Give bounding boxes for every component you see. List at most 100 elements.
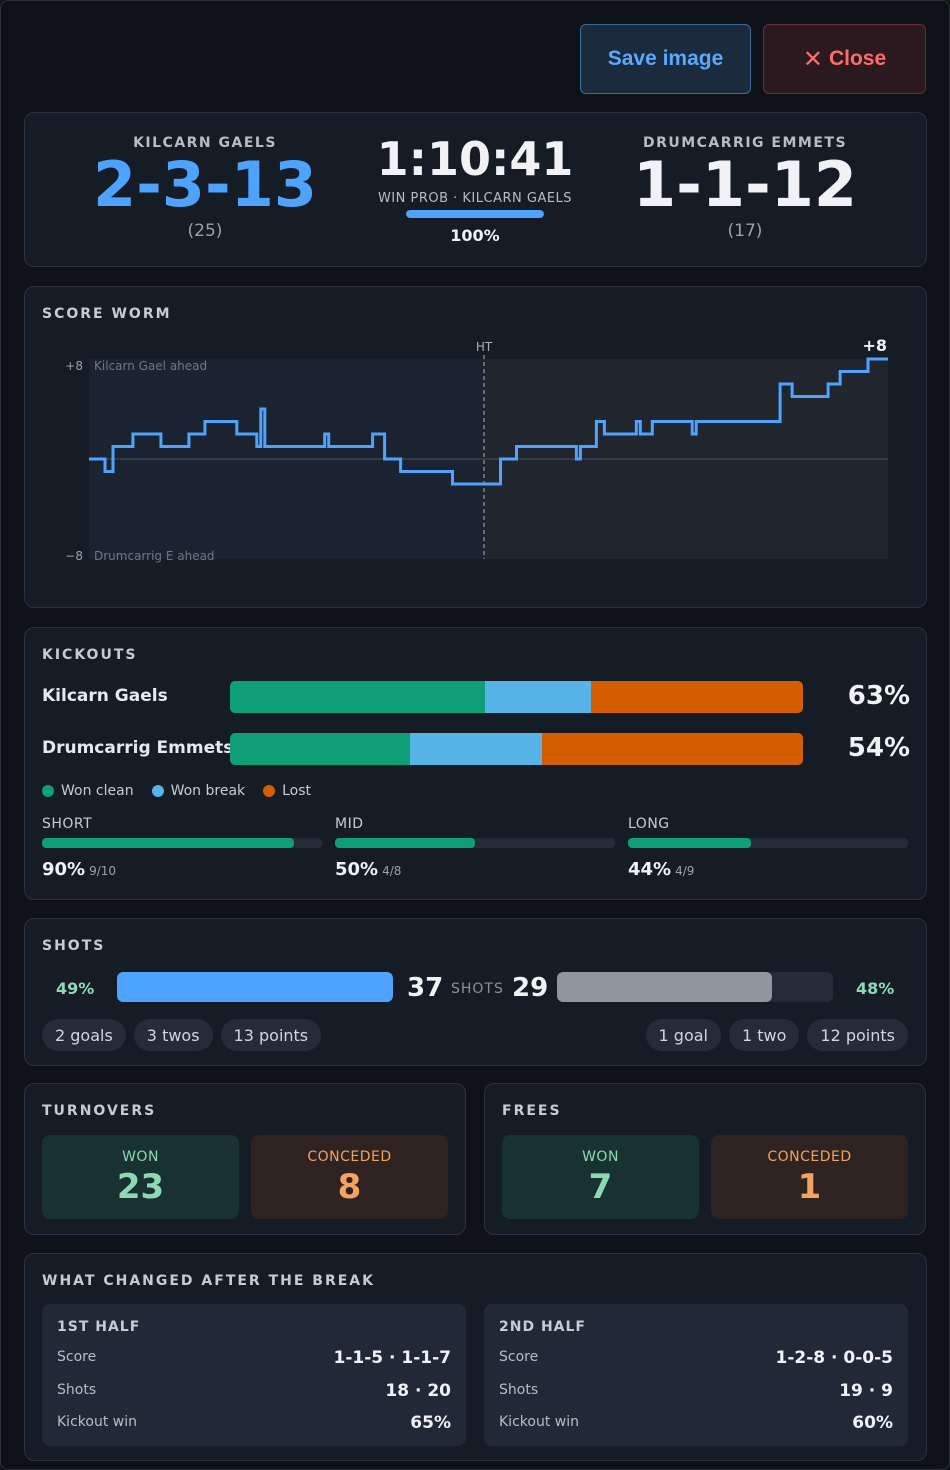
half-row-label: Kickout win bbox=[499, 1414, 579, 1430]
worm-final-margin: +8 bbox=[862, 336, 887, 355]
away-team-total: (17) bbox=[727, 221, 763, 241]
length-value: 44% 4/9 bbox=[628, 859, 908, 880]
kickout-row-away: Drumcarrig Emmets 54% bbox=[42, 733, 912, 765]
won-clean-segment bbox=[230, 681, 485, 713]
close-button[interactable]: ✕ Close bbox=[763, 24, 926, 94]
first-half-box: 1ST HALF Score 1-1-5 · 1-1-7 Shots 18 · 20… bbox=[42, 1304, 466, 1446]
home-shot-fill bbox=[117, 972, 393, 1002]
half-row-value: 18 · 20 bbox=[385, 1381, 451, 1401]
legend-item: Won break bbox=[151, 783, 245, 799]
kickout-length-mid: MID 50% 4/8 bbox=[335, 816, 615, 880]
home-team: KILCARN GAELS 2-3-13 (25) bbox=[55, 135, 355, 241]
worm-top-caption: Kilcarn Gael ahead bbox=[94, 359, 207, 373]
halves-title: WHAT CHANGED AFTER THE BREAK bbox=[42, 1273, 375, 1289]
length-label: LONG bbox=[628, 816, 670, 832]
worm-bottom-value: −8 bbox=[65, 549, 83, 563]
length-track bbox=[628, 838, 908, 848]
length-fill bbox=[335, 838, 475, 848]
kickout-win-pct: 54% bbox=[847, 733, 910, 763]
half-row-value: 19 · 9 bbox=[839, 1381, 893, 1401]
score-worm-card: SCORE WORM HT +8 Kilcarn Gael ahead −8 D… bbox=[24, 286, 927, 608]
legend-item: Won clean bbox=[42, 783, 134, 799]
away-shot-bar bbox=[557, 972, 833, 1002]
tile-label: CONCEDED bbox=[767, 1149, 852, 1165]
kickout-legend: Won clean Won break Lost bbox=[42, 783, 311, 799]
away-shot-chips: 1 goal 1 two 12 points bbox=[645, 1019, 908, 1051]
win-prob-fill bbox=[406, 210, 544, 218]
home-team-name: KILCARN GAELS bbox=[133, 135, 277, 151]
tile-value: 8 bbox=[337, 1167, 362, 1207]
length-fill bbox=[42, 838, 294, 848]
kickouts-card: KICKOUTS Kilcarn Gaels 63% Drumcarrig Em… bbox=[24, 627, 927, 900]
away-shot-fill bbox=[557, 972, 773, 1002]
kickouts-title: KICKOUTS bbox=[42, 647, 138, 663]
tile-value: 1 bbox=[797, 1167, 822, 1207]
away-team-score: 1-1-12 bbox=[632, 148, 858, 221]
legend-label: Lost bbox=[282, 783, 312, 799]
length-fill bbox=[628, 838, 752, 848]
length-label: SHORT bbox=[42, 816, 93, 832]
score-worm-title: SCORE WORM bbox=[42, 306, 172, 322]
won-break-segment bbox=[484, 681, 591, 713]
half-row-label: Shots bbox=[57, 1382, 97, 1398]
length-detail: 4/9 bbox=[675, 864, 695, 878]
scoreboard: KILCARN GAELS 2-3-13 (25) 1:10:41 WIN PR… bbox=[24, 112, 927, 267]
tile-label: CONCEDED bbox=[307, 1149, 392, 1165]
home-shot-count: 37 bbox=[407, 973, 444, 1003]
win-prob-bar bbox=[406, 210, 544, 218]
lost-segment bbox=[590, 681, 803, 713]
half-row-label: Score bbox=[57, 1349, 97, 1365]
away-shot-pct: 48% bbox=[856, 979, 895, 998]
half-row-value: 65% bbox=[410, 1413, 451, 1433]
half-title: 1ST HALF bbox=[57, 1319, 141, 1335]
halftime-label: HT bbox=[476, 340, 493, 354]
half-row: Shots 18 · 20 bbox=[57, 1381, 451, 1401]
half-row-value: 60% bbox=[852, 1413, 893, 1433]
kickout-team-name: Drumcarrig Emmets bbox=[42, 738, 234, 758]
match-clock: 1:10:41 bbox=[376, 132, 574, 186]
shots-title: SHOTS bbox=[42, 938, 106, 954]
half-row: Shots 19 · 9 bbox=[499, 1381, 893, 1401]
tile-value: 7 bbox=[588, 1167, 613, 1207]
turnovers-title: TURNOVERS bbox=[42, 1103, 157, 1119]
win-prob-value: 100% bbox=[450, 226, 500, 245]
length-pct: 90% bbox=[42, 859, 86, 880]
shots-card: SHOTS 49% 37 SHOTS 29 48% 2 goals 3 twos… bbox=[24, 918, 927, 1066]
close-icon: ✕ bbox=[802, 45, 823, 73]
home-shot-pct: 49% bbox=[56, 979, 95, 998]
score-worm-chart: HT +8 Kilcarn Gael ahead −8 Drumcarrig E… bbox=[65, 336, 888, 563]
worm-bottom-caption: Drumcarrig E ahead bbox=[94, 549, 215, 563]
length-detail: 9/10 bbox=[89, 864, 117, 878]
half-row-label: Shots bbox=[499, 1382, 539, 1398]
kickout-length-short: SHORT 90% 9/10 bbox=[42, 816, 322, 880]
kickout-bar bbox=[230, 681, 803, 713]
half-row: Score 1-1-5 · 1-1-7 bbox=[57, 1348, 452, 1368]
save-image-button[interactable]: Save image bbox=[580, 24, 751, 94]
tile-label: WON bbox=[122, 1149, 159, 1165]
length-pct: 50% bbox=[335, 859, 379, 880]
turnovers-won-tile: WON 23 bbox=[42, 1135, 239, 1219]
length-detail: 4/8 bbox=[382, 864, 402, 878]
half-row-value: 1-1-5 · 1-1-7 bbox=[333, 1348, 452, 1368]
frees-title: FREES bbox=[502, 1103, 562, 1119]
score-worm-line bbox=[89, 357, 888, 486]
half-row: Score 1-2-8 · 0-0-5 bbox=[499, 1348, 894, 1368]
legend-dot-icon bbox=[263, 785, 276, 797]
half-row-label: Score bbox=[499, 1349, 539, 1365]
home-shot-bar bbox=[117, 972, 393, 1002]
shot-chip: 12 points bbox=[807, 1019, 908, 1051]
match-clock-block: 1:10:41 WIN PROB · KILCARN GAELS 100% bbox=[325, 131, 625, 245]
shot-chip: 13 points bbox=[220, 1019, 322, 1051]
half-row-value: 1-2-8 · 0-0-5 bbox=[775, 1348, 894, 1368]
turnovers-card: TURNOVERS WON 23 CONCEDED 8 bbox=[24, 1083, 466, 1235]
length-track bbox=[42, 838, 322, 848]
win-prob-label: WIN PROB · KILCARN GAELS bbox=[377, 191, 573, 206]
half-row: Kickout win 65% bbox=[57, 1413, 451, 1433]
toolbar: Save image ✕ Close bbox=[580, 24, 926, 94]
legend-item: Lost bbox=[263, 783, 311, 799]
turnovers-conceded-tile: CONCEDED 8 bbox=[251, 1135, 448, 1219]
lost-segment bbox=[542, 733, 803, 765]
home-team-total: (25) bbox=[187, 221, 223, 241]
shot-chip: 3 twos bbox=[133, 1019, 213, 1051]
legend-dot-icon bbox=[151, 785, 164, 797]
